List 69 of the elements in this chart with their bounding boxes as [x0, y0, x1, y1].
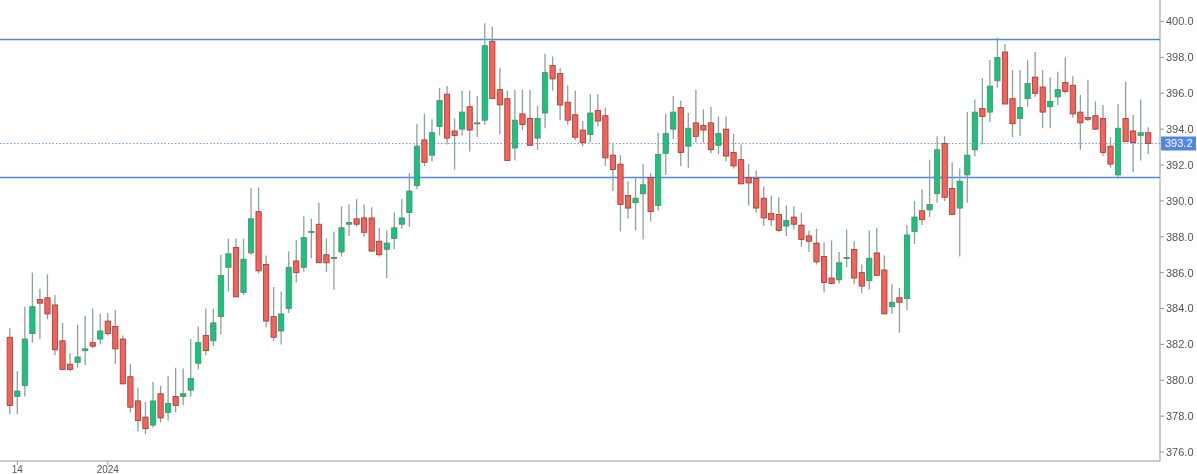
y-tick-label: 398.0 [1166, 51, 1194, 64]
y-tick-label: 400.0 [1166, 15, 1194, 28]
candlestick [383, 229, 390, 279]
candlestick [421, 113, 428, 167]
candlestick [919, 188, 926, 226]
y-tick-label: 394.0 [1166, 123, 1194, 135]
candlestick [391, 211, 398, 250]
candlestick [474, 95, 481, 138]
candlestick [836, 251, 843, 285]
candlestick [202, 307, 209, 356]
candlestick [843, 228, 850, 268]
candlestick [172, 367, 179, 414]
candlestick [225, 237, 232, 293]
candlestick [1024, 59, 1031, 108]
y-tick-label: 392.0 [1166, 158, 1194, 171]
candlestick [662, 113, 669, 176]
candlestick [210, 307, 217, 347]
candlestick [82, 315, 89, 366]
candlestick [293, 239, 300, 284]
candlestick [187, 338, 194, 398]
candlestick [1054, 71, 1061, 106]
candlestick [896, 287, 903, 334]
candlestick [640, 163, 647, 241]
y-tick-label: 388.0 [1166, 230, 1194, 243]
candlestick [466, 89, 473, 153]
candlestick [715, 115, 722, 155]
candlestick [866, 229, 873, 291]
y-tick-label: 380.0 [1166, 374, 1194, 387]
x-tick-label: 14 [11, 464, 24, 474]
y-tick-label: 384.0 [1166, 302, 1194, 315]
candlestick [632, 176, 639, 232]
candlestick [994, 37, 1001, 89]
y-tick-label: 390.0 [1166, 194, 1194, 207]
candlestick [1137, 98, 1144, 162]
y-tick-label: 376.0 [1166, 445, 1194, 458]
candlestick [783, 204, 790, 237]
y-tick-label: 386.0 [1166, 266, 1194, 279]
candlestick [979, 77, 986, 146]
candlestick [195, 325, 202, 371]
candlestick [308, 218, 315, 259]
candlestick [685, 112, 692, 169]
candlestick [911, 200, 918, 245]
candlestick [97, 313, 104, 346]
candlestick [406, 172, 413, 228]
candlestick [534, 105, 541, 151]
candlestick [1047, 76, 1054, 129]
y-tick-label: 382.0 [1166, 338, 1194, 351]
candlestick [1017, 69, 1024, 137]
candlestick [926, 159, 933, 218]
candlestick [587, 93, 594, 144]
x-tick-label: 2024 [96, 464, 120, 474]
candlestick [180, 367, 187, 407]
candlestick [398, 198, 405, 230]
candlestick [964, 111, 971, 204]
candlestick [888, 283, 895, 315]
candlestick [330, 230, 338, 291]
candlestick [459, 89, 466, 137]
candlestick [278, 290, 285, 346]
candlestick [89, 307, 96, 349]
ref-line-label: 393.2 [1165, 137, 1193, 150]
candlestick [74, 324, 81, 369]
candlestick [1145, 126, 1152, 155]
candlestick [165, 375, 172, 422]
candlestick [670, 95, 677, 140]
y-tick-label: 378.0 [1166, 410, 1194, 423]
y-tick-label: 396.0 [1166, 87, 1194, 100]
candlestick [14, 370, 21, 416]
candlestick [428, 118, 436, 163]
candlestick [346, 203, 353, 237]
